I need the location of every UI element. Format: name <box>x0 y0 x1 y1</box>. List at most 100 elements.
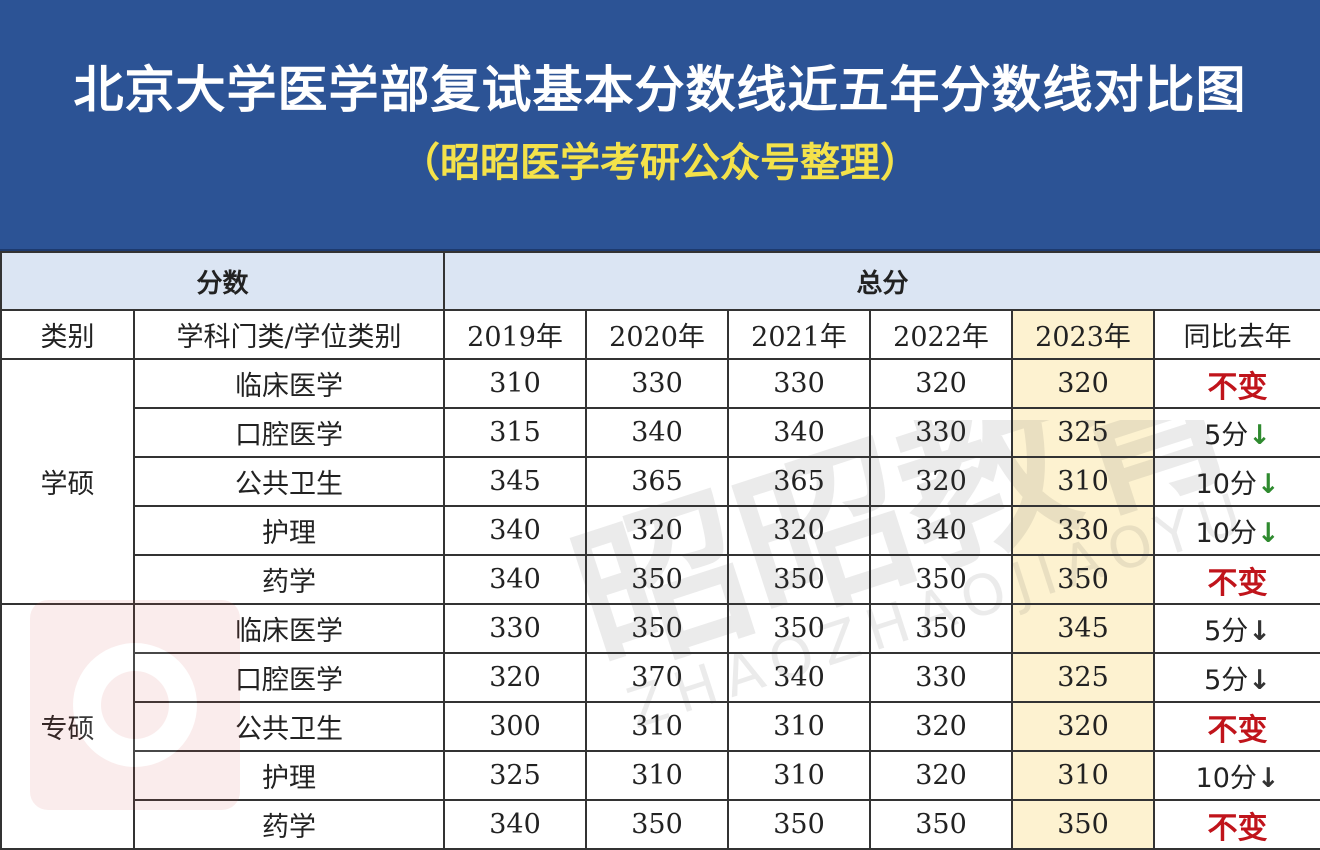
score-cell: 340 <box>727 652 872 703</box>
year-column-header: 2021年 <box>727 309 872 360</box>
score-cell: 310 <box>727 750 872 801</box>
down-arrow-icon: ↓ <box>1256 469 1280 500</box>
score-cell: 340 <box>443 505 588 556</box>
score-cell: 340 <box>443 554 588 605</box>
score-cell: 330 <box>869 407 1014 458</box>
score-cell: 320 <box>869 750 1014 801</box>
score-cell: 340 <box>443 799 588 850</box>
score-cell: 325 <box>1011 652 1156 703</box>
score-cell: 330 <box>869 652 1014 703</box>
subject-column-header: 学科门类/学位类别 <box>132 309 446 360</box>
down-arrow-icon: ↓ <box>1256 763 1280 794</box>
year-column-header-2023: 2023年 <box>1011 309 1156 360</box>
score-cell: 320 <box>443 652 588 703</box>
no-change-label: 不变 <box>1207 810 1268 846</box>
subject-cell: 公共卫生 <box>132 456 446 507</box>
score-cell: 330 <box>585 358 730 409</box>
score-cell: 350 <box>869 603 1014 654</box>
year-column-header: 2019年 <box>443 309 588 360</box>
subject-cell: 口腔医学 <box>132 652 446 703</box>
change-cell: 10分↓ <box>1153 456 1320 507</box>
score-cell: 325 <box>443 750 588 801</box>
change-cell: 5分↓ <box>1153 652 1320 703</box>
change-cell: 不变 <box>1153 554 1320 605</box>
subject-cell: 口腔医学 <box>132 407 446 458</box>
subject-cell: 公共卫生 <box>132 701 446 752</box>
change-amount: 5分 <box>1204 420 1249 451</box>
score-cell: 340 <box>585 407 730 458</box>
down-arrow-icon: ↓ <box>1248 616 1271 647</box>
year-column-header: 2022年 <box>869 309 1014 360</box>
score-cell: 320 <box>1011 358 1156 409</box>
score-cell: 310 <box>1011 750 1156 801</box>
change-amount: 5分 <box>1204 665 1249 696</box>
table-column-header-row: 类别 学科门类/学位类别 2019年 2020年 2021年 2022年 202… <box>0 309 1320 360</box>
subject-cell: 临床医学 <box>132 603 446 654</box>
score-cell: 340 <box>727 407 872 458</box>
year-column-header: 2020年 <box>585 309 730 360</box>
subject-cell: 护理 <box>132 750 446 801</box>
subject-cell: 护理 <box>132 505 446 556</box>
change-cell: 10分↓ <box>1153 505 1320 556</box>
table-row: 护理 340 320 320 340 330 10分↓ <box>1 505 1320 556</box>
title-banner: 北京大学医学部复试基本分数线近五年分数线对比图 （昭昭医学考研公众号整理） <box>0 0 1320 251</box>
score-cell: 350 <box>727 799 872 850</box>
subject-cell: 药学 <box>132 554 446 605</box>
score-cell: 330 <box>1011 505 1156 556</box>
change-cell: 不变 <box>1153 701 1320 752</box>
table-row: 口腔医学 320 370 340 330 325 5分↓ <box>1 652 1320 703</box>
score-group-header: 分数 <box>0 251 446 311</box>
table-row: 口腔医学 315 340 340 330 325 5分↓ <box>1 407 1320 458</box>
score-cell: 320 <box>727 505 872 556</box>
score-cell: 330 <box>727 358 872 409</box>
score-cell: 315 <box>443 407 588 458</box>
score-cell: 350 <box>585 799 730 850</box>
change-amount: 10分 <box>1195 469 1257 500</box>
subject-cell: 药学 <box>132 799 446 850</box>
table-row: 护理 325 310 310 320 310 10分↓ <box>1 750 1320 801</box>
score-cell: 370 <box>585 652 730 703</box>
score-cell: 350 <box>585 554 730 605</box>
table-row: 学硕 临床医学 310 330 330 320 320 不变 <box>0 358 1320 605</box>
subject-cell: 临床医学 <box>132 358 446 409</box>
score-cell: 330 <box>443 603 588 654</box>
table-group-header-row: 分数 总分 <box>0 251 1320 311</box>
page-title: 北京大学医学部复试基本分数线近五年分数线对比图 <box>73 61 1247 119</box>
category-cell: 专硕 <box>0 603 135 850</box>
change-cell: 5分↓ <box>1153 603 1320 654</box>
score-cell: 350 <box>1011 799 1156 850</box>
no-change-label: 不变 <box>1207 565 1268 601</box>
score-cell: 350 <box>727 554 872 605</box>
score-cell: 350 <box>727 603 872 654</box>
score-cell: 320 <box>1011 701 1156 752</box>
score-cell: 310 <box>585 701 730 752</box>
score-cell: 350 <box>869 554 1014 605</box>
table-row: 药学 340 350 350 350 350 不变 <box>1 554 1320 605</box>
change-amount: 5分 <box>1204 616 1249 647</box>
table-row: 公共卫生 300 310 310 320 320 不变 <box>1 701 1320 752</box>
score-cell: 320 <box>869 358 1014 409</box>
change-amount: 10分 <box>1195 763 1257 794</box>
down-arrow-icon: ↓ <box>1248 665 1271 696</box>
no-change-label: 不变 <box>1207 369 1268 405</box>
change-cell: 10分↓ <box>1153 750 1320 801</box>
score-cell: 345 <box>443 456 588 507</box>
down-arrow-icon: ↓ <box>1248 420 1271 451</box>
score-cell: 345 <box>1011 603 1156 654</box>
no-change-label: 不变 <box>1207 712 1268 748</box>
score-cell: 310 <box>443 358 588 409</box>
score-table: 分数 总分 类别 学科门类/学位类别 2019年 2020年 2021年 202… <box>0 251 1320 850</box>
score-cell: 300 <box>443 701 588 752</box>
total-group-header: 总分 <box>443 251 1320 311</box>
score-cell: 340 <box>869 505 1014 556</box>
score-cell: 310 <box>585 750 730 801</box>
table-row: 药学 340 350 350 350 350 不变 <box>1 799 1320 850</box>
change-cell: 不变 <box>1153 358 1320 409</box>
table-row: 专硕 临床医学 330 350 350 350 345 5分↓ <box>0 603 1320 850</box>
score-cell: 365 <box>585 456 730 507</box>
score-cell: 325 <box>1011 407 1156 458</box>
score-cell: 350 <box>585 603 730 654</box>
page-subtitle: （昭昭医学考研公众号整理） <box>400 140 920 186</box>
change-cell: 不变 <box>1153 799 1320 850</box>
category-cell: 学硕 <box>0 358 135 605</box>
